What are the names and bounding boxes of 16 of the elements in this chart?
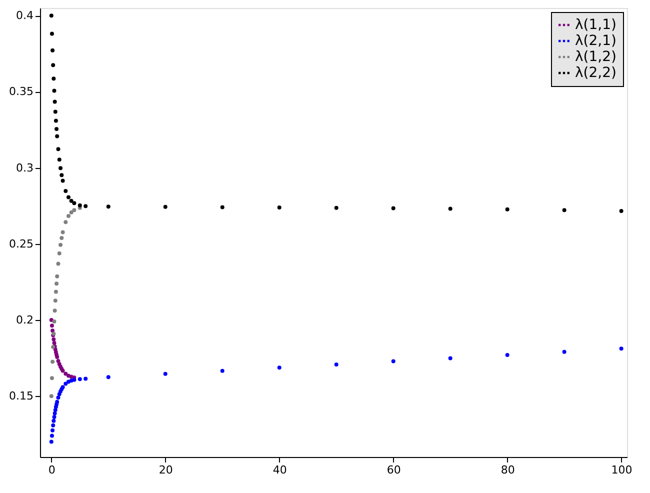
legend-label: λ(1,2): [575, 49, 616, 65]
y-tick-label: 0.25: [9, 237, 34, 250]
legend-label: λ(2,1): [575, 33, 616, 49]
legend-label: λ(1,1): [575, 17, 616, 33]
y-tick-label: 0.35: [9, 85, 34, 98]
legend-label: λ(2,2): [575, 65, 616, 81]
x-tick-label: 40: [272, 464, 287, 476]
y-tick-label: 0.4: [16, 9, 34, 22]
y-tick-label: 0.2: [16, 314, 34, 327]
x-tick-label: 20: [158, 464, 173, 476]
x-tick-label: 100: [611, 464, 632, 476]
x-tick-label: 0: [48, 464, 56, 476]
y-tick-label: 0.15: [9, 390, 34, 403]
y-tick-label: 0.3: [16, 161, 34, 174]
x-tick-label: 80: [500, 464, 515, 476]
x-tick-label: 60: [386, 464, 401, 476]
